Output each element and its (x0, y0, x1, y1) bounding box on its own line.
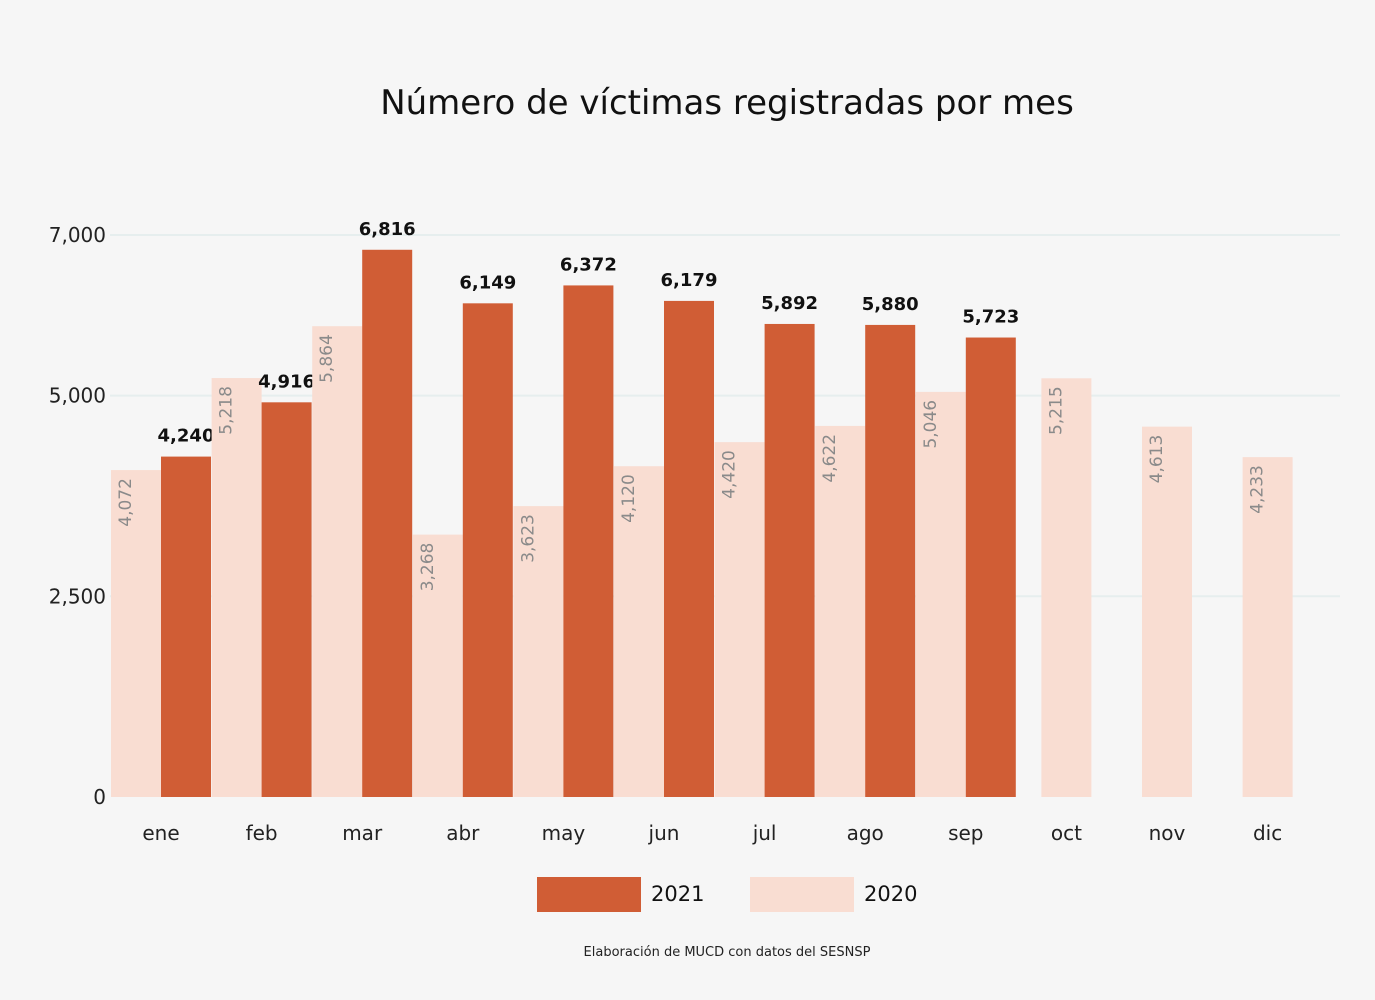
bar-group-jun: 4,120 6,179 (614, 270, 717, 797)
bar-group-abr: 3,268 6,149 (412, 272, 516, 797)
bar-2021-jul[interactable] (764, 323, 815, 797)
x-tick-label-mar: mar (342, 821, 383, 845)
y-tick-label: 2,500 (49, 584, 106, 608)
bar-group-dic: 4,233 (1242, 457, 1293, 797)
data-label-2021-feb: 4,916 (258, 371, 315, 392)
data-label-2020-feb: 5,218 (217, 386, 237, 435)
data-label-2021-jul: 5,892 (761, 293, 818, 314)
data-label-2021-sep: 5,723 (962, 307, 1019, 328)
x-tick-label-dic: dic (1253, 821, 1282, 845)
bar-2020-jul[interactable] (714, 442, 765, 797)
bar-2020-ene[interactable] (111, 470, 161, 797)
data-label-2021-mar: 6,816 (359, 219, 416, 240)
x-tick-label-ago: ago (847, 821, 884, 845)
bar-group-oct: 5,215 (1041, 378, 1092, 797)
data-label-2020-sep: 5,046 (921, 400, 941, 449)
data-label-2021-may: 6,372 (560, 254, 617, 275)
source-note: Elaboración de MUCD con datos del SESNSP (584, 945, 871, 960)
data-label-2020-jul: 4,420 (720, 450, 740, 499)
bar-2021-sep[interactable] (965, 337, 1016, 797)
bar-group-mar: 5,864 6,816 (312, 219, 416, 797)
x-tick-label-may: may (542, 821, 586, 845)
y-axis: 0 2,500 5,000 7,000 (49, 223, 106, 809)
data-label-2020-may: 3,623 (518, 514, 538, 563)
x-tick-label-sep: sep (948, 821, 983, 845)
x-tick-label-jul: jul (752, 821, 777, 845)
data-label-2020-oct: 5,215 (1046, 386, 1066, 435)
data-label-2020-jun: 4,120 (619, 474, 639, 523)
data-label-2021-jun: 6,179 (661, 270, 718, 291)
data-label-2020-abr: 3,268 (418, 543, 438, 592)
data-label-2021-ene: 4,240 (158, 426, 215, 447)
legend: 2021 2020 (537, 877, 917, 912)
x-tick-label-jun: jun (648, 821, 680, 845)
x-tick-label-feb: feb (246, 821, 278, 845)
bar-2021-jun[interactable] (664, 300, 714, 797)
bar-2021-abr[interactable] (462, 303, 513, 797)
bar-2020-nov[interactable] (1142, 426, 1192, 797)
bar-group-ago: 4,622 5,880 (815, 294, 919, 797)
bar-group-may: 3,623 6,372 (513, 254, 617, 797)
x-tick-label-abr: abr (446, 821, 480, 845)
legend-label-2021: 2021 (651, 882, 704, 906)
chart-title: Número de víctimas registradas por mes (380, 83, 1074, 123)
data-label-2020-ene: 4,072 (116, 478, 136, 527)
legend-label-2020: 2020 (864, 882, 917, 906)
bar-2021-ene[interactable] (161, 456, 211, 797)
x-tick-label-ene: ene (142, 821, 179, 845)
y-tick-label: 0 (93, 785, 106, 809)
y-tick-label: 5,000 (49, 384, 106, 408)
bar-group-jul: 4,420 5,892 (714, 293, 818, 797)
data-label-2021-abr: 6,149 (459, 272, 516, 293)
y-tick-label: 7,000 (49, 223, 106, 247)
bar-2020-abr[interactable] (412, 534, 463, 797)
bar-group-feb: 5,218 4,916 (211, 371, 315, 797)
bar-group-nov: 4,613 (1142, 426, 1192, 797)
bar-2020-oct[interactable] (1041, 378, 1092, 797)
data-label-2020-ago: 4,622 (820, 434, 840, 483)
data-label-2021-ago: 5,880 (862, 294, 919, 315)
data-label-2020-nov: 4,613 (1147, 435, 1167, 484)
data-label-2020-mar: 5,864 (317, 334, 337, 383)
bar-2020-may[interactable] (513, 506, 564, 797)
legend-swatch-2020[interactable] (750, 877, 854, 912)
bar-2020-dic[interactable] (1242, 457, 1293, 797)
bar-2020-jun[interactable] (614, 466, 664, 797)
x-tick-label-oct: oct (1051, 821, 1082, 845)
bar-2020-mar[interactable] (312, 326, 363, 797)
bar-2021-may[interactable] (563, 285, 614, 797)
bar-group-sep: 5,046 5,723 (915, 307, 1019, 797)
bar-2021-mar[interactable] (362, 249, 413, 797)
bar-2020-sep[interactable] (915, 391, 966, 797)
bar-group-ene: 4,072 4,240 (111, 426, 214, 797)
bar-2021-ago[interactable] (865, 324, 916, 797)
x-tick-label-nov: nov (1149, 821, 1186, 845)
legend-swatch-2021[interactable] (537, 877, 641, 912)
bar-2020-ago[interactable] (815, 425, 866, 797)
bar-2020-feb[interactable] (211, 378, 262, 797)
data-label-2020-dic: 4,233 (1248, 465, 1268, 514)
bar-2021-feb[interactable] (261, 402, 312, 797)
x-axis: ene feb mar abr may jun jul ago sep oct nov dic (142, 821, 1282, 845)
